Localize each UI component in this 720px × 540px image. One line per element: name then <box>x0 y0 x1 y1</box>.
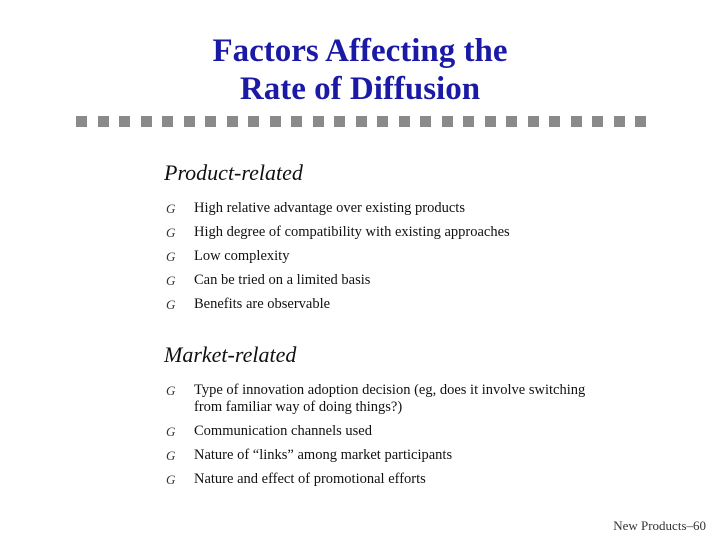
title-line-2: Rate of Diffusion <box>239 71 481 107</box>
bullet-text: Nature and effect of promotional efforts <box>194 471 426 487</box>
divider-square <box>291 116 302 127</box>
bullet-glyph-icon: G <box>166 225 176 240</box>
divider-square <box>420 116 431 127</box>
bullet-text: High relative advantage over existing pr… <box>194 200 465 216</box>
divider-square <box>205 116 216 127</box>
slide-title: Factors Affecting the Rate of Diffusion <box>0 32 720 108</box>
divider-square <box>592 116 603 127</box>
bullet-item: G Nature of “links” among market particip… <box>164 447 594 464</box>
product-bullet-list: G High relative advantage over existing p… <box>164 200 594 320</box>
divider-square <box>613 116 625 127</box>
bullet-glyph-icon: G <box>166 448 176 463</box>
divider-square <box>549 116 560 127</box>
bullet-item: G Communication channels used <box>164 423 594 440</box>
bullet-glyph-icon: G <box>166 249 176 264</box>
bullet-text: Type of innovation adoption decision (eg… <box>194 382 586 415</box>
bullet-text: Nature of “links” among market participa… <box>194 447 453 463</box>
bullet-item: G Type of innovation adoption decision (e… <box>164 382 594 416</box>
divider-square <box>226 116 238 127</box>
divider-square <box>398 116 410 127</box>
divider-square <box>377 116 388 127</box>
bullet-glyph-icon: G <box>166 424 176 439</box>
title-line-1: Factors Affecting the <box>212 33 508 69</box>
bullet-text: Communication channels used <box>194 423 372 439</box>
divider-square <box>76 116 87 127</box>
divider-square <box>570 116 582 127</box>
bullet-text: Can be tried on a limited basis <box>194 272 371 288</box>
square-divider <box>76 116 646 130</box>
divider-square <box>119 116 130 127</box>
bullet-item: G Low complexity <box>164 248 594 265</box>
bullet-item: G Can be tried on a limited basis <box>164 272 594 289</box>
divider-square <box>463 116 474 127</box>
slide-footer: New Products–60 <box>613 518 706 533</box>
bullet-item: G Nature and effect of promotional effort… <box>164 471 594 488</box>
divider-square <box>441 116 453 127</box>
bullet-item: G High degree of compatibility with exist… <box>164 224 594 241</box>
bullet-glyph-icon: G <box>166 383 176 398</box>
divider-square <box>527 116 539 127</box>
bullet-glyph-icon: G <box>166 201 176 216</box>
divider-square <box>312 116 324 127</box>
divider-square <box>140 116 152 127</box>
divider-square <box>506 116 517 127</box>
bullet-item: G Benefits are observable <box>164 296 594 313</box>
divider-square <box>334 116 345 127</box>
divider-square <box>162 116 173 127</box>
bullet-item: G High relative advantage over existing p… <box>164 200 594 217</box>
divider-square <box>484 116 496 127</box>
bullet-text: High degree of compatibility with existi… <box>194 224 510 240</box>
bullet-text: Benefits are observable <box>194 296 331 312</box>
market-bullet-list: G Type of innovation adoption decision (e… <box>164 382 594 495</box>
bullet-glyph-icon: G <box>166 297 176 312</box>
divider-square <box>269 116 281 127</box>
section-heading-market: Market-related <box>164 342 297 367</box>
divider-square <box>355 116 367 127</box>
divider-square <box>183 116 195 127</box>
bullet-glyph-icon: G <box>166 273 176 288</box>
divider-square <box>248 116 259 127</box>
divider-square <box>97 116 109 127</box>
section-heading-product: Product-related <box>164 160 303 185</box>
bullet-text: Low complexity <box>194 248 290 264</box>
divider-square <box>635 116 646 127</box>
bullet-glyph-icon: G <box>166 472 176 487</box>
